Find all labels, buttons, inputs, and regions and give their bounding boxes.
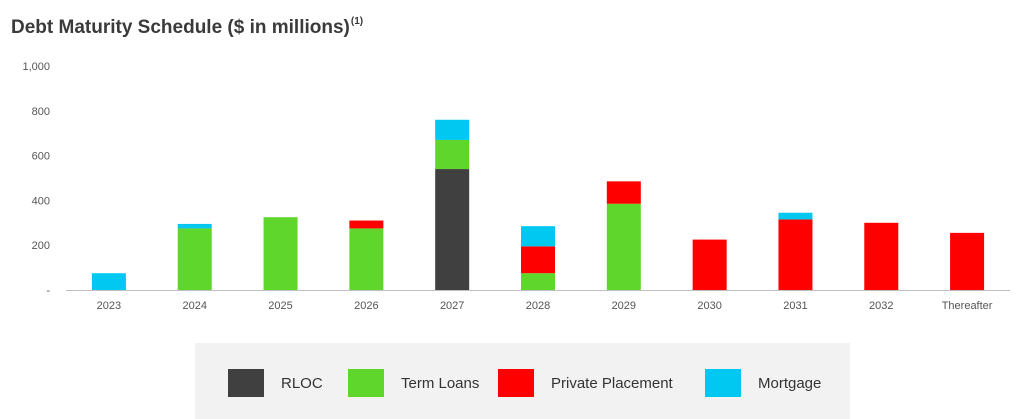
bar-private-placement-2031: [778, 219, 813, 290]
title-footnote-marker: (1): [350, 16, 364, 27]
bar-mortgage-2023: [91, 273, 126, 290]
x-tick-label: 2026: [354, 300, 378, 312]
bar-rloc-2027: [435, 169, 470, 290]
bar-private-placement-2028: [521, 246, 555, 274]
legend-swatch-term-loans: [348, 369, 384, 397]
bar-mortgage-2027: [435, 119, 470, 140]
y-tick-label: 400: [32, 195, 50, 207]
legend-label-rloc: RLOC: [281, 374, 323, 392]
x-tick-label: 2023: [97, 300, 121, 312]
x-tick-label: 2030: [697, 300, 721, 312]
bar-private-placement-2029: [606, 181, 641, 204]
legend-item-private-placement: Private Placement: [498, 369, 673, 397]
chart-legend: RLOC Term Loans Private Placement Mortga…: [195, 343, 850, 419]
bar-mortgage-2028: [521, 226, 555, 247]
legend-label-term-loans: Term Loans: [401, 374, 480, 392]
bar-private-placement-2030: [692, 239, 727, 290]
bar-term-loans-2028: [521, 273, 555, 290]
x-tick-label: 2029: [612, 300, 636, 312]
x-tick-label: 2032: [869, 300, 893, 312]
x-tick-label: 2031: [783, 300, 807, 312]
legend-item-mortgage: Mortgage: [705, 369, 821, 397]
legend-label-mortgage: Mortgage: [758, 374, 822, 392]
bar-private-placement-2026: [349, 220, 384, 229]
x-tick-label: 2027: [440, 300, 464, 312]
legend-swatch-rloc: [228, 369, 264, 397]
x-tick-label: 2028: [526, 300, 550, 312]
legend-item-term-loans: Term Loans: [348, 369, 479, 397]
y-tick-label: 200: [32, 240, 50, 252]
legend-swatch-mortgage: [705, 369, 741, 397]
bar-term-loans-2026: [349, 228, 384, 290]
bar-term-loans-2027: [435, 139, 470, 170]
y-tick-label: 600: [32, 151, 50, 163]
chart-title: Debt Maturity Schedule ($ in millions)(1…: [11, 16, 364, 38]
legend-item-rloc: RLOC: [228, 369, 323, 397]
y-tick-label: 800: [32, 106, 50, 118]
bar-private-placement-thereafter: [950, 232, 985, 290]
bar-term-loans-2029: [606, 203, 641, 290]
chart-plot-area: - 200 400 600 800 1,000 2023 2024 2025 2026 2027 20…: [22, 61, 1010, 312]
bar-private-placement-2032: [864, 222, 899, 290]
legend-label-private-placement: Private Placement: [551, 374, 673, 392]
bar-term-loans-2024: [177, 228, 212, 290]
bar-mortgage-2024: [177, 223, 212, 229]
legend-swatch-private-placement: [498, 369, 534, 397]
x-tick-label: 2025: [268, 300, 292, 312]
x-tick-label: 2024: [182, 300, 206, 312]
bar-term-loans-2025: [263, 217, 298, 290]
y-tick-label: 1,000: [22, 61, 50, 73]
x-tick-label: Thereafter: [942, 300, 993, 312]
y-tick-label: -: [46, 285, 50, 297]
bar-mortgage-2031: [778, 212, 813, 220]
